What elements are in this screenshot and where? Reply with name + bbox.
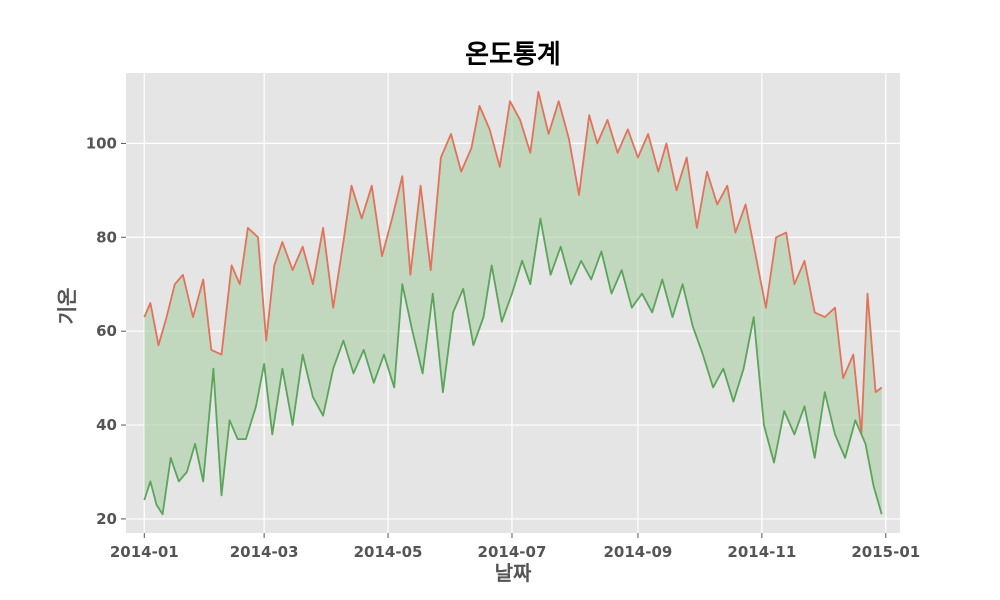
chart-title: 온도통계 (465, 40, 561, 70)
x-tick-label: 2014-05 (354, 543, 423, 561)
x-axis-label: 날짜 (495, 561, 532, 585)
series-line-high (143, 90, 883, 436)
series-lines (143, 90, 883, 516)
y-axis-ticks: 20 40 60 80 100 (86, 134, 126, 528)
x-tick-label: 2014-09 (604, 543, 673, 561)
x-tick-label: 2014-01 (110, 543, 179, 561)
y-tick-label: 20 (96, 510, 117, 528)
x-axis-ticks: 2014-01 2014-03 2014-05 2014-07 2014-09 2014-… (110, 533, 920, 561)
y-tick-label: 80 (96, 228, 117, 246)
fill-between-area-shape (144, 91, 882, 515)
x-tick-label: 2015-01 (851, 543, 920, 561)
y-tick-label: 60 (96, 322, 117, 340)
x-tick-label: 2014-03 (230, 543, 299, 561)
y-tick-label: 100 (86, 134, 117, 152)
series-line-low (143, 217, 883, 516)
fill-between-area (144, 91, 882, 515)
y-tick-label: 40 (96, 416, 117, 434)
y-axis-label: 기온 (55, 288, 79, 325)
x-tick-label: 2014-11 (727, 543, 796, 561)
x-tick-label: 2014-07 (478, 543, 547, 561)
